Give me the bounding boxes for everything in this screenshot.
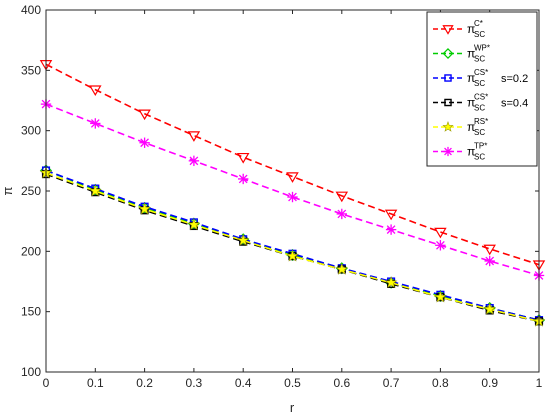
data-point-c (187, 131, 201, 142)
data-point-c (434, 227, 447, 239)
data-point-c (236, 152, 250, 164)
data-point-rs (236, 233, 250, 246)
legend-suffix: s=0.2 (501, 73, 528, 85)
y-tick-label: 100 (21, 365, 41, 379)
legend-marker-cs02 (444, 74, 452, 82)
data-point-tp (90, 118, 101, 129)
legend-superscript: C* (474, 19, 483, 28)
axis-layer: 0 0.1 0.2 0.3 0.4 0.5 0.6 0.7 0.8 0.9 1 100 150 200 25… (21, 3, 543, 390)
legend-superscript: RS* (474, 117, 488, 126)
legend-superscript: CS* (474, 68, 488, 77)
data-point-tp (484, 255, 495, 267)
legend-marker-c (442, 25, 454, 35)
legend-suffix: s=0.4 (501, 98, 528, 110)
legend-item-wp: πWP* SC (433, 44, 490, 64)
y-axis-label: π (0, 186, 15, 195)
legend-subscript: SC (474, 128, 485, 137)
legend-label: π (467, 96, 475, 110)
legend-superscript: WP* (474, 44, 490, 53)
x-axis-label: r (290, 400, 295, 415)
x-tick-label: 0.9 (481, 376, 498, 390)
legend-item-cs02: πCS* SC s=0.2 (433, 68, 528, 88)
data-point-c (89, 85, 102, 97)
series-line-tp (45, 103, 540, 277)
legend-subscript: SC (474, 30, 485, 39)
x-tick-label: 1 (536, 376, 543, 390)
y-tick-label: 250 (21, 184, 41, 198)
legend-marker-tp (443, 146, 453, 157)
data-point-rs (384, 276, 398, 289)
series-line-rs (45, 172, 540, 323)
legend-subscript: SC (474, 153, 485, 162)
x-tick-label: 0.2 (136, 376, 153, 390)
data-point-c (384, 209, 398, 221)
data-point-tp (385, 224, 397, 235)
legend-item-cs04: πCS* SC s=0.4 (433, 93, 528, 113)
legend-superscript: CS* (474, 93, 488, 102)
legend-subscript: SC (474, 55, 485, 64)
x-tick-label: 0.8 (432, 376, 449, 390)
x-tick-label: 0.1 (87, 376, 104, 390)
data-point-rs (138, 202, 151, 215)
series-layer (39, 60, 546, 327)
data-point-tp (139, 137, 150, 148)
legend-superscript: TP* (474, 142, 487, 151)
x-tick-label: 0 (43, 376, 50, 390)
x-tick-label: 0.3 (186, 376, 203, 390)
data-point-rs (89, 184, 102, 197)
x-tick-label: 0.5 (284, 376, 301, 390)
y-tick-label: 350 (21, 63, 41, 77)
data-point-rs (335, 262, 349, 275)
y-tick-label: 300 (21, 124, 41, 138)
data-point-c (335, 191, 349, 203)
y-tick-label: 400 (21, 3, 41, 17)
data-point-tp (238, 173, 249, 185)
legend-item-tp: πTP* SC (433, 142, 487, 162)
data-point-tp (336, 208, 347, 220)
legend-label: π (467, 120, 475, 134)
data-point-tp (435, 240, 446, 251)
series-line-cs02 (45, 169, 540, 321)
legend-item-c: πC* SC (433, 19, 485, 39)
x-tick-label: 0.4 (235, 376, 252, 390)
data-point-tp (188, 155, 200, 167)
data-point-rs (483, 302, 496, 315)
legend-label: π (467, 47, 475, 61)
x-tick-label: 0.6 (333, 376, 350, 390)
legend-box (426, 11, 538, 167)
data-point-c (483, 244, 496, 256)
legend-subscript: SC (474, 104, 485, 113)
y-tick-label: 200 (21, 244, 41, 258)
legend-label: π (467, 71, 475, 85)
legend-subscript: SC (474, 79, 485, 88)
data-point-c (286, 172, 299, 183)
legend-marker-cs04 (444, 98, 452, 107)
data-point-rs (286, 249, 299, 262)
data-point-rs (434, 290, 447, 303)
legend-label: π (467, 22, 475, 36)
legend-label: π (467, 145, 475, 159)
legend-item-rs: πRS* SC (433, 117, 488, 137)
legend-marker-rs (442, 121, 454, 132)
legend-marker-wp (442, 48, 454, 59)
data-point-c (138, 109, 151, 121)
data-point-rs (187, 218, 201, 231)
data-point-tp (287, 191, 298, 203)
series-line-c (45, 63, 540, 266)
y-tick-label: 150 (21, 305, 41, 319)
x-tick-label: 0.7 (383, 376, 400, 390)
